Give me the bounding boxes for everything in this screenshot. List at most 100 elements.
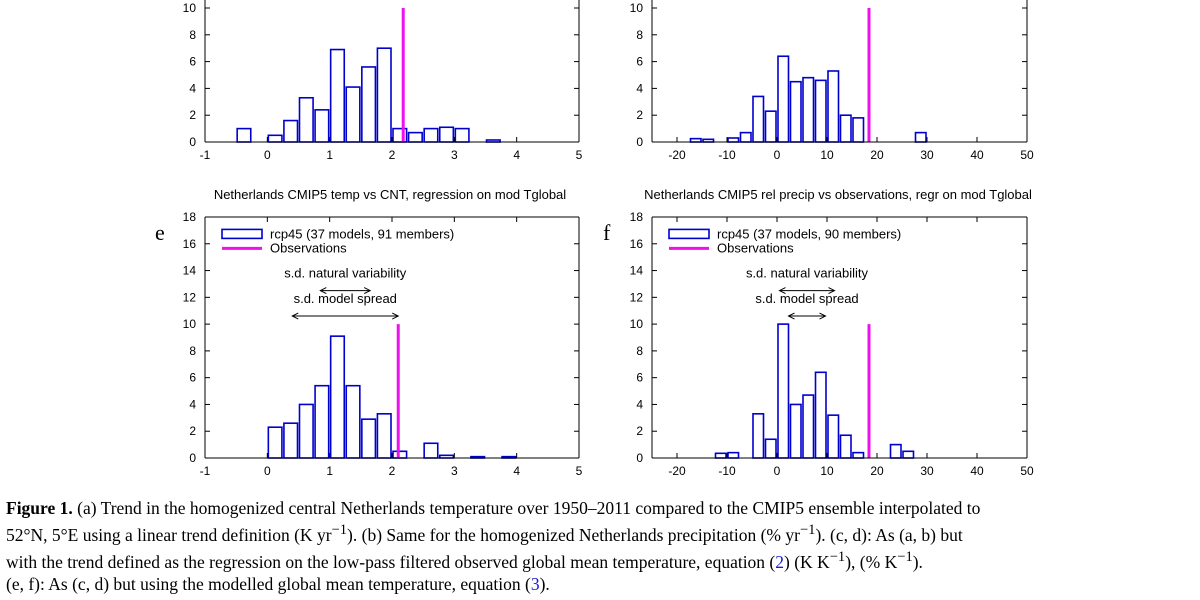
annotation-arrowhead-right-f-1 <box>819 312 827 320</box>
panel-f-label: f <box>603 220 611 245</box>
x-tick-label-e-0: -1 <box>200 464 211 478</box>
legend-series-label-f: rcp45 (37 models, 90 members) <box>717 226 901 241</box>
panel-e-label: e <box>155 220 165 245</box>
panel-e-title: Netherlands CMIP5 temp vs CNT, regressio… <box>214 187 566 202</box>
caption-line-1: Figure 1. (a) Trend in the homogenized c… <box>6 498 981 518</box>
y-tick-label-e-7: 14 <box>183 264 197 278</box>
annotation-label-f-0: s.d. natural variability <box>746 266 869 281</box>
histogram-bar-d-2 <box>727 137 740 143</box>
histogram-bar-e-6 <box>361 418 377 459</box>
y-tick-label-d-4: 8 <box>636 28 643 42</box>
x-tick-label-d-0: -20 <box>668 148 686 162</box>
annotation-label-f-1: s.d. model spread <box>755 291 858 306</box>
x-tick-label-d-1: -10 <box>718 148 736 162</box>
y-tick-label-c-1: 2 <box>189 108 196 122</box>
caption-line-2: 52°N, 5°E using a linear trend definitio… <box>6 522 963 545</box>
histogram-bar-f-0 <box>714 452 727 459</box>
histogram-bar-e-3 <box>314 384 330 459</box>
x-tick-label-e-3: 2 <box>389 464 396 478</box>
annotation-arrowhead-right-f-0 <box>828 287 836 295</box>
x-tick-label-f-5: 30 <box>920 464 934 478</box>
legend-swatch-series-f <box>668 228 710 240</box>
histogram-bar-c-10 <box>407 131 423 143</box>
histogram-bar-f-2 <box>752 413 765 459</box>
histogram-bar-e-4 <box>329 335 346 459</box>
x-tick-label-f-0: -20 <box>668 464 686 478</box>
histogram-bar-c-6 <box>345 86 361 143</box>
equation-2-link[interactable]: 2 <box>775 551 785 572</box>
histogram-bar-f-1 <box>727 451 740 459</box>
histogram-bar-d-6 <box>777 55 790 143</box>
x-tick-label-d-7: 50 <box>1020 148 1034 162</box>
y-tick-label-c-0: 0 <box>189 135 196 149</box>
histogram-bar-d-11 <box>839 114 852 143</box>
x-tick-label-e-4: 3 <box>451 464 458 478</box>
x-tick-label-e-1: 0 <box>264 464 271 478</box>
histogram-bar-f-3 <box>764 438 777 459</box>
histogram-bar-f-6 <box>802 394 815 459</box>
panel-e: Netherlands CMIP5 temp vs CNT, regressio… <box>155 187 583 478</box>
x-tick-label-f-1: -10 <box>718 464 736 478</box>
histogram-bar-e-7 <box>376 413 392 459</box>
histogram-bar-c-3 <box>298 96 314 143</box>
y-tick-label-e-8: 16 <box>183 237 197 251</box>
panel-f: Netherlands CMIP5 rel precip vs observat… <box>603 187 1034 478</box>
x-tick-label-c-3: 2 <box>389 148 396 162</box>
y-tick-label-d-0: 0 <box>636 135 643 149</box>
y-tick-label-d-3: 6 <box>636 55 643 69</box>
annotation-label-e-0: s.d. natural variability <box>284 266 407 281</box>
legend-series-label-e: rcp45 (37 models, 91 members) <box>270 226 454 241</box>
legend-observation-label-e: Observations <box>270 240 347 255</box>
y-tick-label-c-3: 6 <box>189 55 196 69</box>
x-tick-label-c-1: 0 <box>264 148 271 162</box>
x-tick-label-c-0: -1 <box>200 148 211 162</box>
annotation-arrowhead-left-e-0 <box>319 287 327 295</box>
y-tick-label-f-1: 2 <box>636 424 643 438</box>
y-tick-label-f-5: 10 <box>630 317 644 331</box>
histogram-bar-e-1 <box>283 422 299 459</box>
y-tick-label-e-4: 8 <box>189 344 196 358</box>
annotation-arrowhead-right-e-1 <box>392 312 400 320</box>
annotation-arrowhead-left-f-1 <box>787 312 795 320</box>
y-tick-label-f-8: 16 <box>630 237 644 251</box>
histogram-bar-d-12 <box>852 117 865 143</box>
caption-line-4: (e, f): As (c, d) but using the modelled… <box>6 573 550 594</box>
histogram-bar-c-13 <box>454 127 470 143</box>
histogram-bar-e-0 <box>267 426 283 459</box>
y-tick-label-d-2: 4 <box>636 81 643 95</box>
panel-c: 0 2 4 6 8 10 -1 0 1 2 3 4 5 <box>183 0 583 162</box>
equation-3-link[interactable]: 3 <box>530 573 540 594</box>
panel-d: 0 2 4 6 8 10 -20 -10 0 10 20 30 40 50 <box>630 0 1034 162</box>
histogram-bar-c-2 <box>283 119 299 143</box>
annotation-arrowhead-left-f-0 <box>778 287 786 295</box>
histogram-bar-d-8 <box>802 76 815 143</box>
x-tick-label-c-5: 4 <box>513 148 520 162</box>
histogram-bar-c-7 <box>361 66 377 143</box>
y-tick-label-e-3: 6 <box>189 371 196 385</box>
histogram-bar-d-7 <box>789 80 802 143</box>
y-tick-label-d-1: 2 <box>636 108 643 122</box>
histogram-bar-f-9 <box>839 434 852 459</box>
x-tick-label-d-5: 30 <box>920 148 934 162</box>
histogram-bar-e-9 <box>423 442 439 459</box>
y-tick-label-f-3: 6 <box>636 371 643 385</box>
histogram-bar-c-11 <box>423 127 439 143</box>
histogram-bar-c-8 <box>376 47 392 143</box>
caption-line-3: with the trend defined as the regression… <box>6 548 923 572</box>
histogram-bar-f-4 <box>777 323 790 459</box>
histogram-bar-c-0 <box>236 127 252 143</box>
x-tick-label-d-4: 20 <box>870 148 884 162</box>
histogram-bar-c-5 <box>329 48 346 143</box>
x-tick-label-f-4: 20 <box>870 464 884 478</box>
y-tick-label-e-6: 12 <box>183 290 197 304</box>
histogram-bar-d-13 <box>914 131 927 143</box>
panel-f-title: Netherlands CMIP5 rel precip vs observat… <box>644 187 1032 202</box>
histogram-bar-c-1 <box>267 134 283 143</box>
y-tick-label-f-7: 14 <box>630 264 644 278</box>
caption-label: Figure 1. <box>6 498 73 518</box>
figure-caption: Figure 1. (a) Trend in the homogenized c… <box>6 497 1196 595</box>
x-tick-label-d-3: 10 <box>820 148 834 162</box>
y-tick-label-e-9: 18 <box>183 210 197 224</box>
histogram-bar-d-5 <box>764 110 777 143</box>
